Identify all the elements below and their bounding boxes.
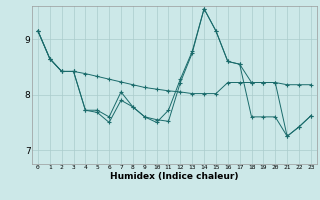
X-axis label: Humidex (Indice chaleur): Humidex (Indice chaleur) (110, 172, 239, 181)
